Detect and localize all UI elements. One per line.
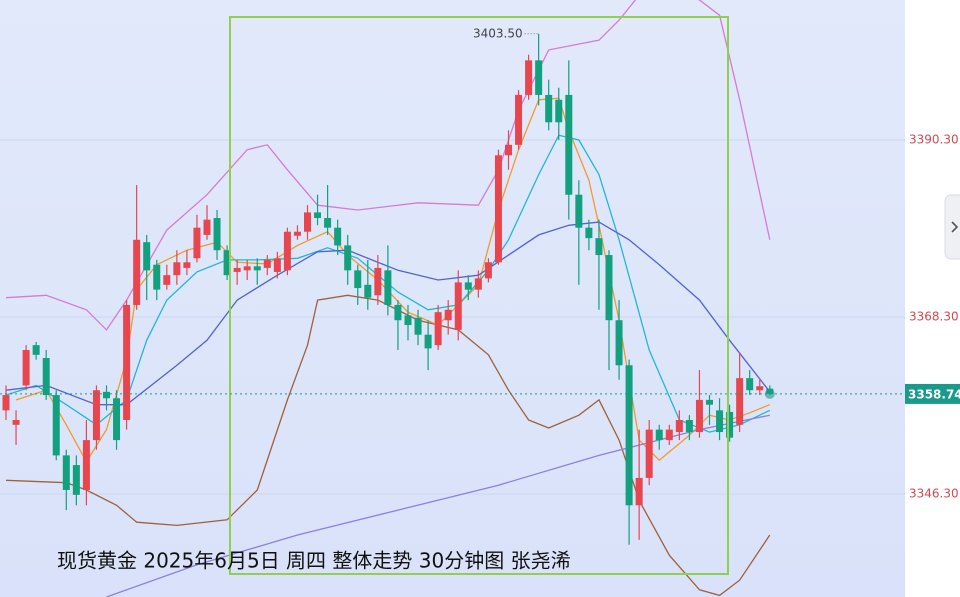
candle-body (324, 218, 332, 228)
candle-body (113, 398, 121, 441)
candle-body (404, 315, 412, 326)
candle-body (635, 477, 643, 506)
last-price-box (905, 383, 960, 404)
candle-body (42, 358, 50, 396)
candle-body (535, 60, 543, 95)
plot-background (0, 0, 905, 597)
candle-body (505, 144, 512, 156)
collapse-button[interactable] (944, 194, 960, 260)
y-tick-label: 3346.30 (909, 487, 959, 501)
candle-body (565, 94, 573, 195)
y-tick-label: 3390.30 (909, 132, 959, 146)
candle-body (163, 275, 171, 285)
candle-body (344, 245, 352, 271)
candle-body (103, 391, 110, 399)
indicator-line (106, 414, 770, 597)
candle-body (474, 278, 482, 290)
candle-body (193, 227, 201, 259)
candle-body (22, 349, 30, 386)
candle-body (223, 250, 231, 276)
candle-body (183, 262, 191, 268)
highlight-box (229, 16, 729, 575)
axis-background (905, 0, 960, 597)
candle-body (283, 231, 291, 271)
candle-body (304, 212, 311, 232)
overlay: 3403.50 3358.74 (0, 26, 960, 404)
candle-body (293, 231, 301, 236)
candle-body (706, 399, 713, 405)
candle-body (695, 399, 703, 433)
candle-body (716, 410, 724, 433)
y-tick-label: 3368.30 (909, 310, 959, 324)
candle-body (143, 242, 151, 271)
candle-body (595, 238, 603, 256)
candle-body (625, 365, 633, 506)
last-price-dot (764, 388, 775, 399)
candle-body (444, 309, 452, 321)
candle-body (52, 395, 60, 456)
candle-body (173, 262, 181, 276)
candle-body (424, 334, 432, 349)
candle-body (434, 312, 442, 346)
candle-body (32, 345, 40, 355)
grid: 3390.30 3368.30 3346.30 (0, 132, 959, 501)
candle-body (72, 465, 80, 495)
candle-body (756, 386, 764, 391)
candle-body (92, 390, 100, 441)
candle-body (62, 455, 70, 490)
candle-body (82, 440, 90, 490)
candle-body (384, 270, 392, 305)
candle-body (655, 429, 663, 441)
candle-body (253, 266, 261, 271)
candle-body (12, 419, 20, 425)
candle-body (153, 264, 161, 290)
candle-body (273, 258, 281, 272)
candle-body (736, 378, 744, 425)
candle-body (525, 60, 533, 95)
candle-body (233, 267, 241, 272)
indicator-line (5, 134, 771, 433)
annotation-label: 3403.50 (473, 26, 523, 40)
chart-title: 现货黄金 2025年6月5日 周四 整体走势 30分钟图 张尧浠 (57, 549, 571, 573)
candle-body (374, 267, 382, 296)
candle-body (585, 227, 593, 239)
last-price-label: 3358.74 (908, 387, 960, 401)
candle-body (2, 395, 10, 411)
candle-body (675, 419, 683, 433)
candle-body (394, 304, 402, 321)
candle-body (354, 270, 362, 289)
candle-body (484, 262, 492, 279)
candle-body (555, 99, 563, 123)
candle-body (665, 429, 673, 441)
candle-body (314, 212, 322, 219)
candle-body (726, 411, 734, 438)
candle-body (203, 219, 211, 235)
candle-body (133, 239, 141, 305)
candle-body (685, 419, 693, 433)
candle-body (364, 284, 372, 298)
candle-body (605, 255, 613, 321)
candle-body (334, 227, 342, 246)
candle-body (615, 320, 623, 366)
candle-body (263, 259, 271, 268)
indicator-line (5, 221, 771, 406)
candle-body (243, 266, 251, 271)
candle-body (515, 94, 523, 145)
candle-body (123, 304, 131, 420)
candle-body (645, 429, 653, 478)
candle-body (464, 282, 472, 290)
candle-body (213, 218, 221, 251)
candle-body (454, 282, 462, 330)
candle-body (414, 317, 422, 335)
indicator-line (5, 0, 771, 331)
candle-body (545, 94, 553, 123)
candle-body (746, 378, 754, 391)
candle-body (494, 155, 502, 263)
candle-body (575, 194, 583, 228)
